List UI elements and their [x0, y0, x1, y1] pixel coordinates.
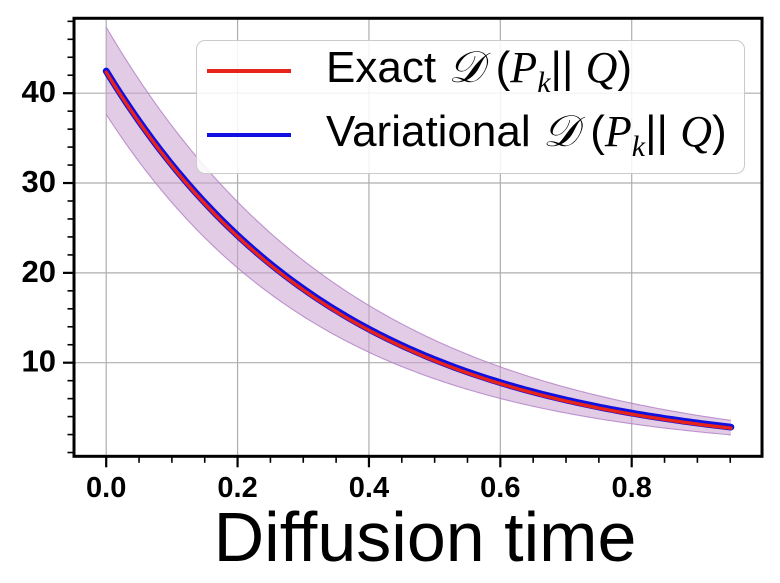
svg-text:40: 40	[22, 74, 56, 109]
svg-text:30: 30	[22, 164, 56, 199]
svg-text:20: 20	[22, 254, 56, 289]
svg-text:10: 10	[22, 344, 56, 379]
